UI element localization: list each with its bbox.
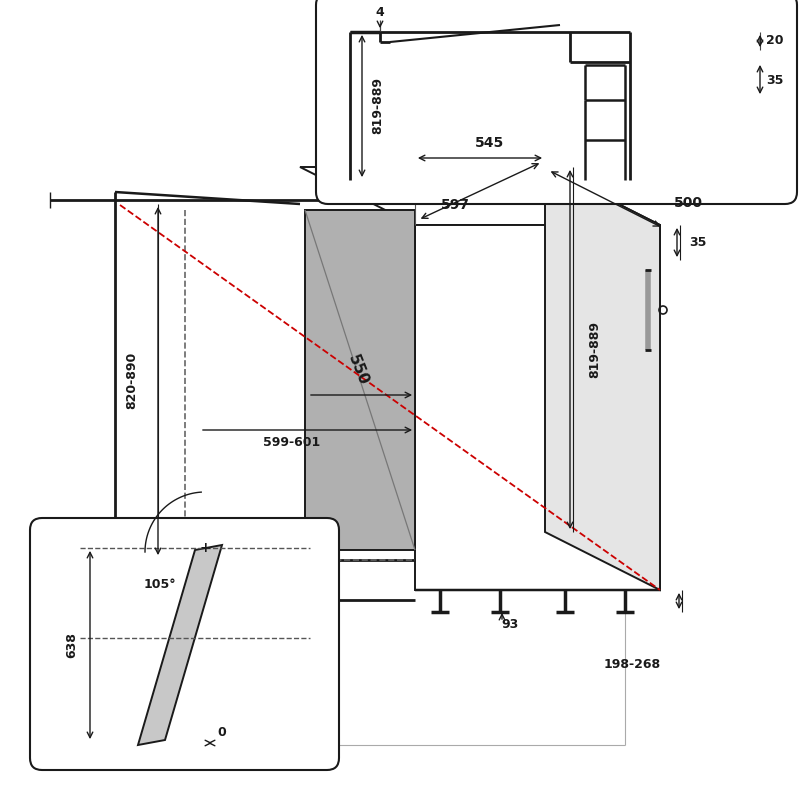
Text: 819-889: 819-889 — [371, 78, 385, 134]
Text: +: + — [199, 541, 211, 555]
Text: 4: 4 — [376, 6, 384, 19]
Polygon shape — [138, 545, 222, 745]
FancyBboxPatch shape — [30, 518, 339, 770]
Text: 0: 0 — [218, 726, 226, 738]
Text: 820-890: 820-890 — [126, 351, 138, 409]
Polygon shape — [305, 210, 415, 550]
Text: 93: 93 — [502, 618, 518, 630]
Text: 198-268: 198-268 — [603, 658, 661, 671]
Text: 35: 35 — [690, 237, 706, 250]
Text: 638: 638 — [66, 632, 78, 658]
Text: 550: 550 — [345, 353, 371, 387]
Text: 500: 500 — [674, 196, 702, 210]
Text: 545: 545 — [475, 136, 505, 150]
Text: 20: 20 — [766, 34, 784, 47]
Text: 35: 35 — [766, 74, 784, 86]
Text: 597: 597 — [441, 198, 470, 212]
Text: 599-601: 599-601 — [263, 435, 321, 449]
Polygon shape — [545, 167, 660, 590]
Polygon shape — [300, 167, 660, 225]
Text: 105°: 105° — [144, 578, 176, 591]
FancyBboxPatch shape — [316, 0, 797, 204]
Text: 819-889: 819-889 — [589, 321, 602, 378]
Bar — [415, 225, 660, 590]
